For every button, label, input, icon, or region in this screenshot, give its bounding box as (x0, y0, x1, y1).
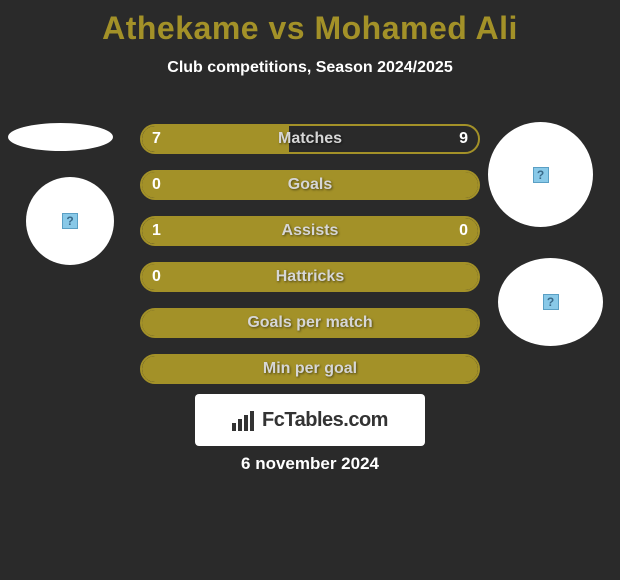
placeholder-icon: ? (62, 213, 78, 229)
stat-bar: Assists1 0 (140, 216, 480, 246)
stat-bar: Min per goal (140, 354, 480, 384)
date-label: 6 november 2024 (0, 454, 620, 474)
bar-value-left: 0 (152, 264, 161, 290)
player-avatar (8, 123, 113, 151)
page-subtitle: Club competitions, Season 2024/2025 (0, 59, 620, 77)
player-avatar: ? (488, 122, 593, 227)
bars-icon (232, 409, 258, 431)
bar-value-right: 9 (459, 126, 468, 152)
brand-logo: FcTables.com (195, 394, 425, 446)
bar-label: Min per goal (142, 356, 478, 382)
bar-label: Matches (142, 126, 478, 152)
bar-value-left: 0 (152, 172, 161, 198)
placeholder-icon: ? (543, 294, 559, 310)
brand-logo-text: FcTables.com (262, 409, 388, 432)
player-avatar: ? (26, 177, 114, 265)
comparison-bars: Matches79Goals0Assists10Hattricks0Goals … (140, 124, 480, 400)
stat-bar: Goals0 (140, 170, 480, 200)
bar-label: Hattricks (142, 264, 478, 290)
stat-bar: Goals per match (140, 308, 480, 338)
bar-value-right: 0 (459, 218, 468, 244)
bar-label: Assists (142, 218, 478, 244)
stat-bar: Matches7 9 (140, 124, 480, 154)
player-avatar: ? (498, 258, 603, 346)
bar-value-left: 7 (152, 126, 161, 152)
placeholder-icon: ? (533, 167, 549, 183)
bar-label: Goals per match (142, 310, 478, 336)
page-title: Athekame vs Mohamed Ali (0, 0, 620, 47)
stat-bar: Hattricks0 (140, 262, 480, 292)
bar-value-left: 1 (152, 218, 161, 244)
bar-label: Goals (142, 172, 478, 198)
